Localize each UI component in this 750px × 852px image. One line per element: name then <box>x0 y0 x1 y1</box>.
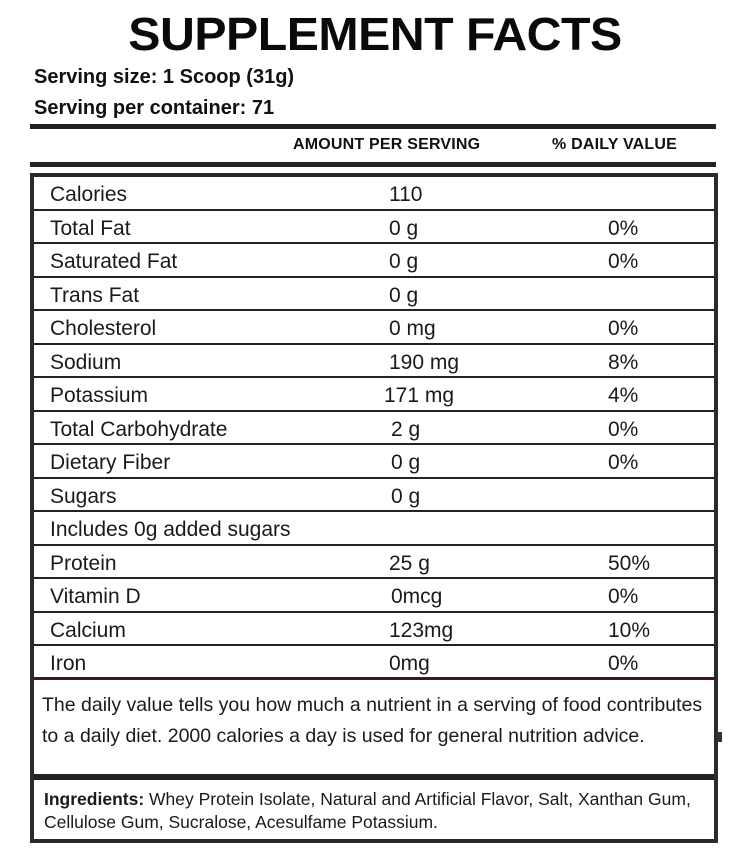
table-row: Dietary Fiber 0 g 0% <box>34 445 714 479</box>
ingredients-section: Ingredients: Whey Protein Isolate, Natur… <box>34 786 714 834</box>
nutrient-amount: 25 g <box>389 551 430 575</box>
table-row: Includes 0g added sugars <box>34 512 714 546</box>
nutrient-amount: 0mcg <box>391 585 443 608</box>
nutrient-daily-value: 0% <box>608 652 639 675</box>
column-header-amount: AMOUNT PER SERVING <box>293 136 481 153</box>
table-row: Cholesterol 0 mg 0% <box>34 311 714 345</box>
nutrient-name: Calcium <box>50 618 126 642</box>
column-header-daily-value: % DAILY VALUE <box>552 136 677 153</box>
table-row: Trans Fat 0 g <box>34 278 714 311</box>
table-row: Total Carbohydrate 2 g 0% <box>34 412 714 445</box>
nutrient-amount: 0 g <box>391 451 421 474</box>
nutrient-name: Sugars <box>50 484 117 508</box>
nutrient-daily-value: 4% <box>608 384 639 407</box>
divider-top <box>30 124 716 129</box>
nutrient-amount: 171 mg <box>384 384 455 407</box>
nutrient-amount: 190 mg <box>389 350 460 374</box>
facts-panel: Calories 110 Total Fat 0 g 0% Saturated Fat… <box>30 173 722 843</box>
divider-mid <box>30 162 716 167</box>
nutrient-amount: 0 g <box>389 216 419 240</box>
nutrient-name: Vitamin D <box>50 585 141 608</box>
nutrient-daily-value: 0% <box>608 250 639 273</box>
nutrient-amount: 110 <box>389 183 423 206</box>
daily-value-footnote: The daily value tells you how much a nut… <box>34 684 722 780</box>
nutrient-amount: 0mg <box>389 652 430 675</box>
nutrient-name: Cholesterol <box>50 317 157 340</box>
nutrient-amount: 0 mg <box>389 317 436 340</box>
table-row: Calories 110 <box>34 177 714 211</box>
nutrient-daily-value: 0% <box>608 317 639 340</box>
table-row: Sodium 190 mg 8% <box>34 345 714 378</box>
table-row: Total Fat 0 g 0% <box>34 211 714 244</box>
ingredients-label: Ingredients: <box>44 789 145 809</box>
servings-per-container: Serving per container: 71 <box>34 97 275 119</box>
nutrient-name: Potassium <box>50 384 149 407</box>
nutrient-name: Trans Fat <box>50 283 140 307</box>
nutrient-daily-value: 0% <box>608 451 639 474</box>
nutrient-amount: 0 g <box>389 250 419 273</box>
nutrient-name: Calories <box>50 183 128 206</box>
edge-marker <box>717 732 722 742</box>
nutrient-name: Sodium <box>50 350 122 374</box>
nutrient-daily-value: 0% <box>608 585 639 608</box>
label-title: SUPPLEMENT FACTS <box>128 8 622 60</box>
nutrient-name: Dietary Fiber <box>50 451 171 474</box>
table-row: Protein 25 g 50% <box>34 546 714 579</box>
nutrient-name: Saturated Fat <box>50 250 178 273</box>
nutrient-table: Calories 110 Total Fat 0 g 0% Saturated Fat… <box>34 177 714 680</box>
ingredients-text: Whey Protein Isolate, Natural and Artifi… <box>44 789 691 832</box>
table-row: Saturated Fat 0 g 0% <box>34 244 714 278</box>
nutrient-amount: 123mg <box>389 618 454 642</box>
table-row: Calcium 123mg 10% <box>34 613 714 646</box>
table-row: Sugars 0 g <box>34 479 714 512</box>
nutrient-name: Protein <box>50 551 117 575</box>
serving-size: Serving size: 1 Scoop (31g) <box>34 66 295 88</box>
nutrient-daily-value: 0% <box>608 216 639 240</box>
nutrient-name: Total Carbohydrate <box>50 417 228 441</box>
nutrient-daily-value: 50% <box>608 551 651 575</box>
footnote-text: The daily value tells you how much a nut… <box>42 694 703 747</box>
nutrient-name: Iron <box>50 652 87 675</box>
nutrient-amount: 2 g <box>391 417 421 441</box>
nutrient-daily-value: 0% <box>608 417 639 441</box>
table-row: Potassium 171 mg 4% <box>34 378 714 412</box>
nutrient-daily-value: 10% <box>608 618 651 642</box>
table-row: Iron 0mg 0% <box>34 646 714 680</box>
nutrient-name: Total Fat <box>50 216 131 240</box>
nutrient-amount: 0 g <box>389 283 419 307</box>
nutrient-amount: 0 g <box>391 484 421 508</box>
table-row: Vitamin D 0mcg 0% <box>34 579 714 613</box>
nutrient-daily-value: 8% <box>608 350 639 374</box>
nutrient-name: Includes 0g added sugars <box>50 518 291 541</box>
